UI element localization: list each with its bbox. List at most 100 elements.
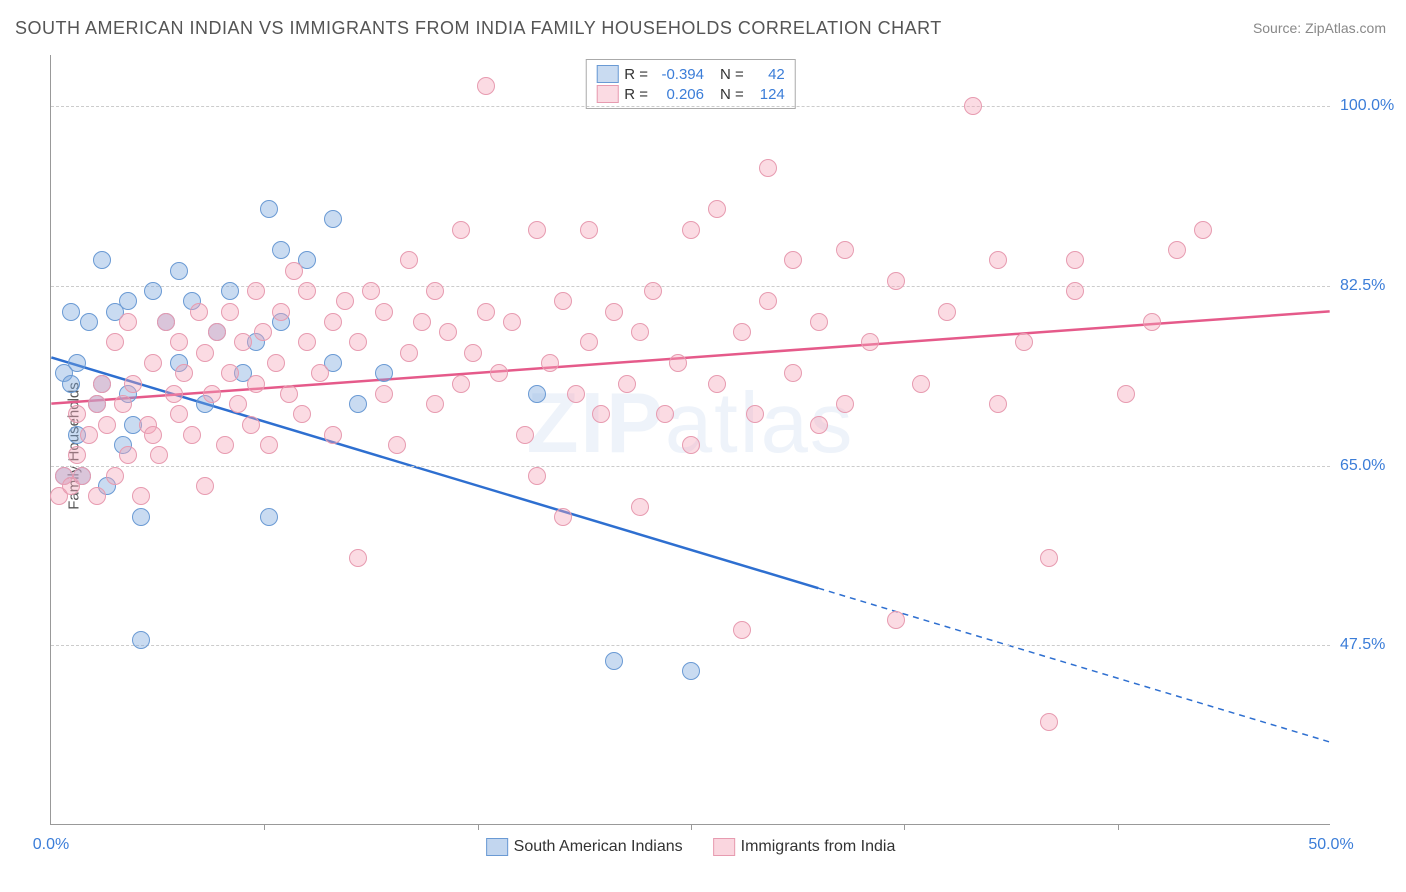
data-point xyxy=(208,323,226,341)
watermark-bold: ZIP xyxy=(527,376,665,471)
data-point xyxy=(221,303,239,321)
data-point xyxy=(106,333,124,351)
gridline-horizontal xyxy=(51,645,1330,646)
data-point xyxy=(375,303,393,321)
legend-swatch xyxy=(596,65,618,83)
data-point xyxy=(605,303,623,321)
data-point xyxy=(144,426,162,444)
data-point xyxy=(644,282,662,300)
data-point xyxy=(759,159,777,177)
chart-container: SOUTH AMERICAN INDIAN VS IMMIGRANTS FROM… xyxy=(0,0,1406,892)
data-point xyxy=(183,426,201,444)
legend-r-value: -0.394 xyxy=(654,66,704,83)
data-point xyxy=(861,333,879,351)
data-point xyxy=(150,446,168,464)
data-point xyxy=(80,313,98,331)
data-point xyxy=(567,385,585,403)
data-point xyxy=(682,436,700,454)
data-point xyxy=(196,477,214,495)
data-point xyxy=(267,354,285,372)
data-point xyxy=(68,446,86,464)
data-point xyxy=(887,611,905,629)
data-point xyxy=(132,508,150,526)
data-point xyxy=(88,395,106,413)
data-point xyxy=(170,405,188,423)
data-point xyxy=(119,446,137,464)
chart-source: Source: ZipAtlas.com xyxy=(1253,20,1386,36)
gridline-horizontal xyxy=(51,106,1330,107)
data-point xyxy=(490,364,508,382)
data-point xyxy=(285,262,303,280)
data-point xyxy=(400,344,418,362)
series-legend: South American IndiansImmigrants from In… xyxy=(486,838,896,856)
data-point xyxy=(375,364,393,382)
data-point xyxy=(234,333,252,351)
data-point xyxy=(836,241,854,259)
x-tick-mark xyxy=(478,824,479,830)
data-point xyxy=(656,405,674,423)
data-point xyxy=(124,375,142,393)
x-tick-mark xyxy=(691,824,692,830)
data-point xyxy=(592,405,610,423)
data-point xyxy=(554,292,572,310)
y-tick-label: 65.0% xyxy=(1340,457,1400,475)
data-point xyxy=(669,354,687,372)
data-point xyxy=(452,221,470,239)
legend-swatch xyxy=(596,85,618,103)
data-point xyxy=(349,549,367,567)
data-point xyxy=(580,221,598,239)
data-point xyxy=(254,323,272,341)
data-point xyxy=(708,200,726,218)
data-point xyxy=(280,385,298,403)
data-point xyxy=(73,467,91,485)
data-point xyxy=(810,416,828,434)
legend-r-label: R = xyxy=(624,66,648,83)
data-point xyxy=(247,282,265,300)
data-point xyxy=(93,375,111,393)
y-tick-label: 82.5% xyxy=(1340,277,1400,295)
data-point xyxy=(733,323,751,341)
data-point xyxy=(144,354,162,372)
gridline-horizontal xyxy=(51,286,1330,287)
data-point xyxy=(810,313,828,331)
correlation-legend: R =-0.394N =42R =0.206N =124 xyxy=(585,59,796,109)
data-point xyxy=(336,292,354,310)
x-tick-mark xyxy=(264,824,265,830)
data-point xyxy=(157,313,175,331)
data-point xyxy=(324,210,342,228)
x-legend-item: South American Indians xyxy=(486,838,683,856)
data-point xyxy=(439,323,457,341)
gridline-horizontal xyxy=(51,466,1330,467)
data-point xyxy=(216,436,234,454)
x-legend-label: South American Indians xyxy=(514,838,683,856)
legend-r-value: 0.206 xyxy=(654,86,704,103)
data-point xyxy=(88,487,106,505)
data-point xyxy=(605,652,623,670)
data-point xyxy=(165,385,183,403)
data-point xyxy=(631,323,649,341)
data-point xyxy=(272,241,290,259)
data-point xyxy=(68,354,86,372)
data-point xyxy=(298,333,316,351)
data-point xyxy=(1168,241,1186,259)
data-point xyxy=(144,282,162,300)
data-point xyxy=(247,375,265,393)
data-point xyxy=(375,385,393,403)
data-point xyxy=(293,405,311,423)
data-point xyxy=(298,282,316,300)
data-point xyxy=(132,631,150,649)
data-point xyxy=(452,375,470,393)
data-point xyxy=(132,487,150,505)
data-point xyxy=(62,375,80,393)
data-point xyxy=(170,262,188,280)
data-point xyxy=(400,251,418,269)
data-point xyxy=(887,272,905,290)
data-point xyxy=(784,364,802,382)
legend-n-label: N = xyxy=(720,86,744,103)
data-point xyxy=(912,375,930,393)
x-tick-label: 0.0% xyxy=(33,836,69,854)
data-point xyxy=(964,97,982,115)
legend-swatch xyxy=(486,838,508,856)
data-point xyxy=(119,292,137,310)
data-point xyxy=(242,416,260,434)
